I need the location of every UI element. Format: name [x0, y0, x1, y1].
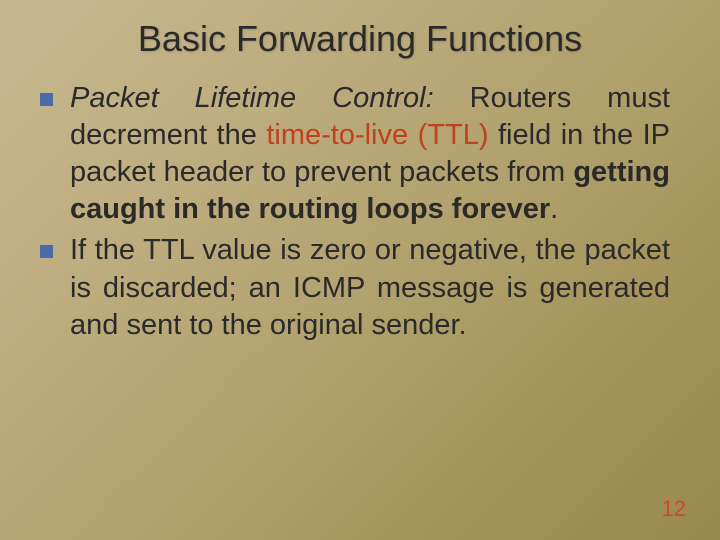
bullet1-text-c: . [550, 193, 558, 225]
bullet-item-2: If the TTL value is zero or negative, th… [70, 232, 670, 343]
slide-content: Packet Lifetime Control: Routers must de… [0, 60, 720, 344]
slide-container: Basic Forwarding Functions Packet Lifeti… [0, 0, 720, 540]
bullet1-ttl: time-to-live (TTL) [266, 119, 488, 151]
page-number: 12 [662, 496, 686, 522]
bullet-square-icon [40, 245, 53, 258]
bullet1-lead: Packet Lifetime Control: [70, 82, 434, 114]
bullet2-text: If the TTL value is zero or negative, th… [70, 234, 670, 340]
slide-title: Basic Forwarding Functions [0, 0, 720, 60]
bullet-item-1: Packet Lifetime Control: Routers must de… [70, 80, 670, 228]
bullet-square-icon [40, 93, 53, 106]
